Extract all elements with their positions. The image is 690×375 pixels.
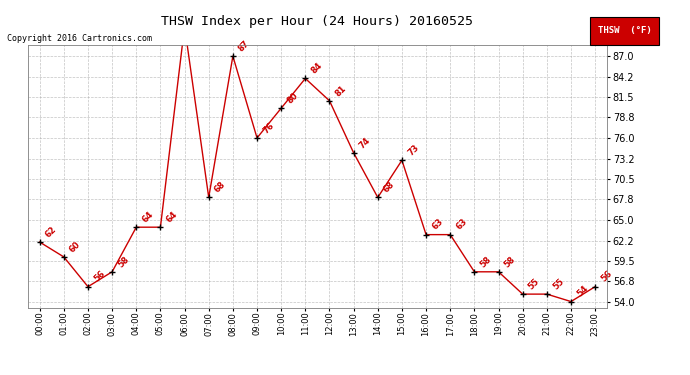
Text: 64: 64: [165, 210, 179, 224]
Text: 58: 58: [479, 255, 493, 269]
Text: 55: 55: [551, 277, 566, 291]
Text: THSW Index per Hour (24 Hours) 20160525: THSW Index per Hour (24 Hours) 20160525: [161, 15, 473, 28]
Text: 60: 60: [68, 240, 83, 254]
Text: 56: 56: [600, 269, 614, 284]
Text: 58: 58: [117, 255, 131, 269]
Text: 68: 68: [382, 180, 397, 195]
Text: 64: 64: [141, 210, 155, 224]
Text: 56: 56: [92, 269, 107, 284]
Text: 74: 74: [358, 135, 373, 150]
Text: 63: 63: [431, 217, 445, 232]
Text: 81: 81: [334, 83, 348, 98]
Text: Copyright 2016 Cartronics.com: Copyright 2016 Cartronics.com: [7, 34, 152, 43]
Text: 84: 84: [310, 61, 324, 76]
Text: 62: 62: [44, 225, 59, 239]
Text: 68: 68: [213, 180, 228, 195]
Text: 54: 54: [575, 284, 590, 299]
Text: 58: 58: [503, 255, 518, 269]
Text: 55: 55: [527, 277, 542, 291]
Text: THSW  (°F): THSW (°F): [598, 26, 651, 36]
Text: 87: 87: [237, 39, 252, 53]
Text: 80: 80: [286, 91, 300, 105]
Text: 63: 63: [455, 217, 469, 232]
Text: 73: 73: [406, 143, 421, 158]
Text: 76: 76: [262, 121, 276, 135]
Text: 91: 91: [0, 374, 1, 375]
